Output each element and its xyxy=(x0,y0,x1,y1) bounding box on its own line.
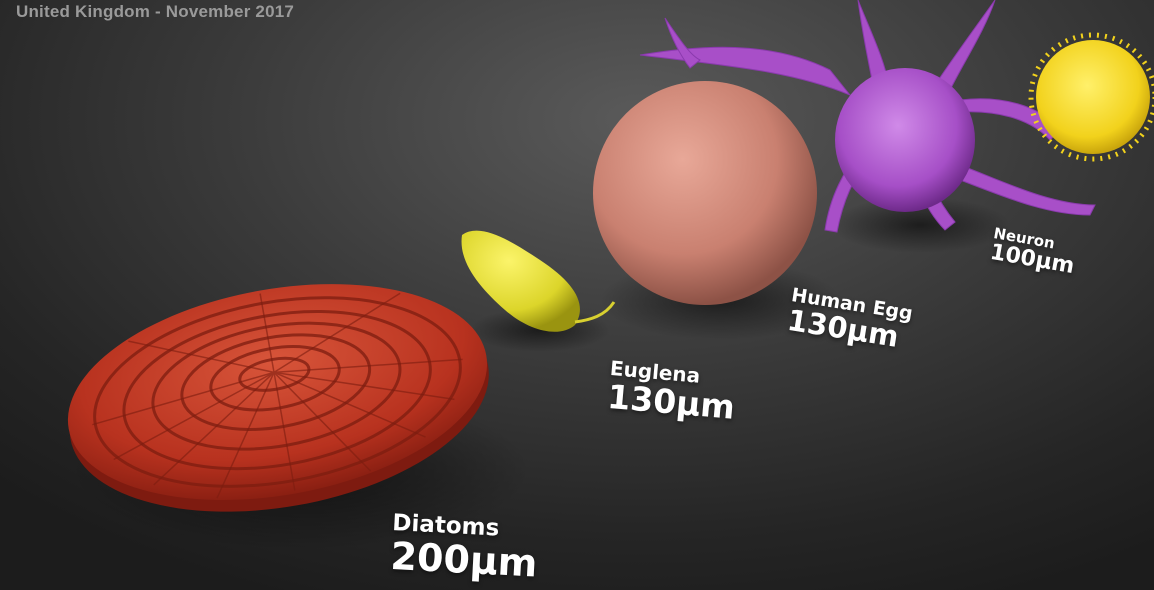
video-caption: United Kingdom - November 2017 xyxy=(16,2,295,21)
human-egg-shape xyxy=(593,81,817,305)
diatoms-size: 200µm xyxy=(389,533,539,586)
neuron-shadow xyxy=(830,197,1010,253)
euglena-shape xyxy=(461,230,616,332)
pollen-shape xyxy=(1028,32,1154,162)
label-diatoms: Diatoms 200µm xyxy=(389,510,540,586)
neuron-shape xyxy=(639,0,1096,233)
label-euglena: Euglena 130µm xyxy=(605,356,738,427)
euglena-size: 130µm xyxy=(605,376,737,427)
diatom-shape xyxy=(67,284,489,512)
